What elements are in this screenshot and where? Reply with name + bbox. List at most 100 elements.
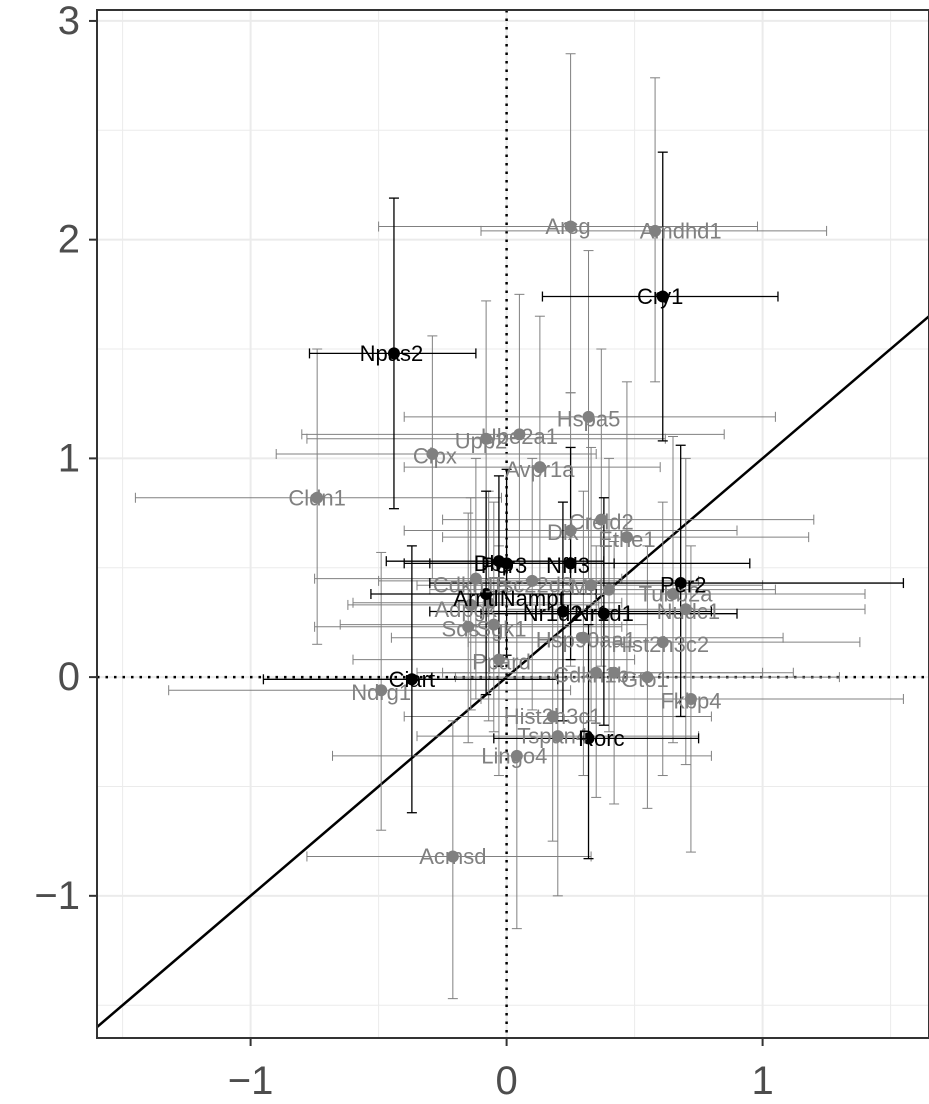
point-label: Clpx bbox=[413, 444, 457, 469]
y-tick-label: 2 bbox=[58, 218, 80, 262]
data-point bbox=[426, 448, 439, 461]
point-label: Arsg bbox=[545, 214, 590, 239]
data-point bbox=[487, 618, 500, 631]
data-point bbox=[590, 666, 603, 679]
y-tick-label: 0 bbox=[58, 655, 80, 699]
point-label: Dlx bbox=[547, 520, 579, 545]
data-point bbox=[513, 428, 526, 441]
data-point bbox=[564, 557, 577, 570]
point-label: Sgk1 bbox=[476, 616, 526, 641]
point-label: Creld2 bbox=[569, 509, 634, 534]
point-label: Acmsd bbox=[419, 844, 486, 869]
x-tick-label: 1 bbox=[751, 1059, 773, 1103]
data-point bbox=[464, 598, 477, 611]
point-label: Hist2h3c1 bbox=[504, 704, 602, 729]
point-label: Nudc1 bbox=[657, 599, 721, 624]
point-label: Tubb2a bbox=[639, 581, 714, 606]
data-point bbox=[597, 607, 610, 620]
point-label: Mt1 bbox=[570, 575, 607, 600]
point-label: Ciart bbox=[389, 667, 435, 692]
point-label: Nr1d2 bbox=[523, 601, 583, 626]
data-point bbox=[405, 673, 418, 686]
data-point bbox=[564, 220, 577, 233]
data-point bbox=[533, 461, 546, 474]
x-tick-label: −1 bbox=[228, 1059, 274, 1103]
data-points bbox=[311, 220, 697, 863]
point-label: Cry1 bbox=[637, 284, 683, 309]
point-label: Hist2h3c2 bbox=[611, 632, 709, 657]
point-label: Tspan4 bbox=[517, 724, 588, 749]
point-label: Avpr1a bbox=[505, 457, 575, 482]
data-point bbox=[500, 557, 513, 570]
y-tick-label: 1 bbox=[58, 436, 80, 480]
data-point bbox=[656, 636, 669, 649]
point-label: Hspa5 bbox=[557, 407, 621, 432]
data-point bbox=[551, 730, 564, 743]
data-point bbox=[556, 605, 569, 618]
plot-background bbox=[97, 10, 929, 1038]
point-label: Upp2 bbox=[455, 428, 508, 453]
point-label: Dbp bbox=[474, 551, 514, 576]
point-label: Sds bbox=[442, 616, 480, 641]
point-label: Adpgk bbox=[434, 597, 497, 622]
point-label: Gto1 bbox=[621, 667, 669, 692]
data-point bbox=[595, 513, 608, 526]
axis-ticks: −1 0 1 −1 0 1 2 3 bbox=[34, 0, 773, 1103]
point-label: Per2 bbox=[660, 573, 706, 598]
point-label: Ppard bbox=[472, 649, 531, 674]
identity-line bbox=[97, 314, 929, 1029]
point-label: Cldn1 bbox=[288, 485, 345, 510]
point-label: Nfil3 bbox=[546, 553, 590, 578]
data-point bbox=[667, 587, 679, 600]
data-point bbox=[462, 620, 475, 633]
point-label: Hsp90aa1 bbox=[536, 627, 636, 652]
gridlines bbox=[97, 10, 929, 1038]
point-label: Nampt bbox=[500, 586, 565, 611]
point-label: Fkbp4 bbox=[660, 689, 721, 714]
data-point bbox=[526, 574, 539, 587]
x-tick-label: 0 bbox=[495, 1059, 517, 1103]
point-label: Rorc bbox=[578, 726, 624, 751]
data-point bbox=[546, 710, 559, 723]
point-label: Npas2 bbox=[360, 341, 424, 366]
data-point bbox=[510, 749, 523, 762]
point-label: Amdhd1 bbox=[640, 218, 722, 243]
data-point bbox=[492, 653, 505, 666]
data-point bbox=[674, 577, 687, 590]
data-point bbox=[375, 684, 388, 697]
data-point bbox=[608, 666, 621, 679]
data-point bbox=[679, 603, 692, 616]
y-tick-label: −1 bbox=[34, 874, 80, 918]
point-label: Nr1d1 bbox=[574, 601, 634, 626]
data-point bbox=[585, 579, 598, 592]
data-point bbox=[641, 671, 654, 684]
data-point bbox=[603, 583, 615, 596]
data-point bbox=[684, 692, 697, 705]
data-point bbox=[656, 290, 669, 303]
point-label: Lingo4 bbox=[481, 743, 547, 768]
y-tick-label: 3 bbox=[58, 0, 80, 43]
point-label: Cdkn1b bbox=[553, 662, 629, 687]
point-label: Ube2a1 bbox=[481, 424, 558, 449]
data-point bbox=[582, 410, 595, 423]
point-label: Per3 bbox=[481, 553, 527, 578]
plot-border bbox=[96, 9, 929, 1039]
data-point bbox=[480, 587, 493, 600]
point-label: Ndrg1 bbox=[351, 680, 411, 705]
data-point bbox=[311, 491, 324, 504]
point-label: Ethe1 bbox=[598, 527, 656, 552]
data-point bbox=[564, 524, 577, 537]
point-label: Cdkn1a bbox=[433, 573, 510, 598]
point-label: Tsc22d3 bbox=[491, 573, 573, 598]
data-point bbox=[387, 347, 400, 360]
data-point bbox=[577, 631, 590, 644]
data-point bbox=[446, 850, 459, 863]
reference-lines bbox=[97, 10, 929, 1038]
data-point bbox=[469, 572, 482, 585]
data-point bbox=[582, 732, 595, 745]
data-point bbox=[480, 432, 493, 445]
data-point bbox=[649, 224, 662, 237]
point-label: Arntl bbox=[453, 586, 498, 611]
